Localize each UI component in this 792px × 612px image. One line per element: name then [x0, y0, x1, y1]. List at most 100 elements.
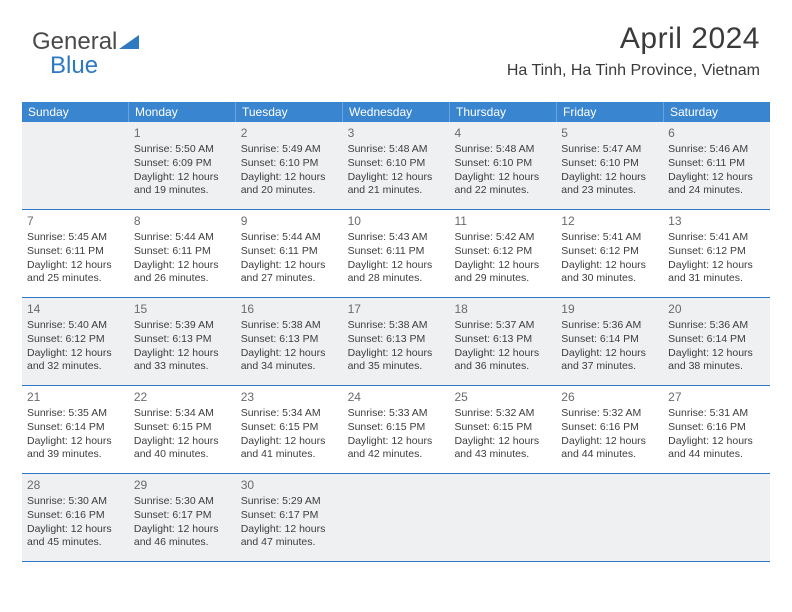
day-info-line: and 23 minutes. — [561, 184, 658, 198]
day-info-line: Sunset: 6:15 PM — [348, 421, 445, 435]
day-info-line: and 42 minutes. — [348, 448, 445, 462]
day-info-line: Sunrise: 5:43 AM — [348, 231, 445, 245]
day-cell: 21Sunrise: 5:35 AMSunset: 6:14 PMDayligh… — [22, 386, 129, 473]
day-info-line: Daylight: 12 hours — [454, 171, 551, 185]
day-info-line: Sunrise: 5:30 AM — [27, 495, 124, 509]
day-info-line: Sunset: 6:14 PM — [561, 333, 658, 347]
day-info-line: Daylight: 12 hours — [668, 171, 765, 185]
week-row: 7Sunrise: 5:45 AMSunset: 6:11 PMDaylight… — [22, 210, 770, 298]
day-info-line: and 34 minutes. — [241, 360, 338, 374]
day-info-line: Sunrise: 5:44 AM — [134, 231, 231, 245]
day-info-line: Daylight: 12 hours — [27, 523, 124, 537]
day-info-line: Daylight: 12 hours — [454, 259, 551, 273]
day-number: 8 — [134, 214, 231, 230]
day-info-line: and 31 minutes. — [668, 272, 765, 286]
day-info-line: and 36 minutes. — [454, 360, 551, 374]
day-info-line: Sunset: 6:12 PM — [668, 245, 765, 259]
day-info-line: Daylight: 12 hours — [241, 347, 338, 361]
day-info-line: Sunset: 6:10 PM — [561, 157, 658, 171]
day-info-line: Sunrise: 5:29 AM — [241, 495, 338, 509]
day-info-line: Sunset: 6:14 PM — [27, 421, 124, 435]
day-info-line: and 29 minutes. — [454, 272, 551, 286]
day-cell: 12Sunrise: 5:41 AMSunset: 6:12 PMDayligh… — [556, 210, 663, 297]
day-info-line: Sunset: 6:11 PM — [241, 245, 338, 259]
day-number: 23 — [241, 390, 338, 406]
day-info-line: and 47 minutes. — [241, 536, 338, 550]
day-number: 17 — [348, 302, 445, 318]
day-info-line: Sunrise: 5:38 AM — [241, 319, 338, 333]
day-info-line: Sunrise: 5:34 AM — [134, 407, 231, 421]
day-cell: 20Sunrise: 5:36 AMSunset: 6:14 PMDayligh… — [663, 298, 770, 385]
day-info-line: Daylight: 12 hours — [348, 171, 445, 185]
day-number: 14 — [27, 302, 124, 318]
day-number: 20 — [668, 302, 765, 318]
day-info-line: and 26 minutes. — [134, 272, 231, 286]
day-info-line: Daylight: 12 hours — [348, 435, 445, 449]
day-info-line: and 21 minutes. — [348, 184, 445, 198]
day-number: 29 — [134, 478, 231, 494]
day-info-line: and 33 minutes. — [134, 360, 231, 374]
day-number: 24 — [348, 390, 445, 406]
day-info-line: Sunrise: 5:38 AM — [348, 319, 445, 333]
day-cell: 30Sunrise: 5:29 AMSunset: 6:17 PMDayligh… — [236, 474, 343, 561]
header-right: April 2024 Ha Tinh, Ha Tinh Province, Vi… — [507, 22, 760, 80]
day-info-line: Daylight: 12 hours — [668, 259, 765, 273]
day-info-line: Daylight: 12 hours — [134, 347, 231, 361]
day-info-line: Sunset: 6:13 PM — [134, 333, 231, 347]
day-info-line: and 44 minutes. — [668, 448, 765, 462]
day-info-line: Sunrise: 5:36 AM — [561, 319, 658, 333]
dow-cell: Wednesday — [343, 102, 450, 122]
day-info-line: Sunrise: 5:50 AM — [134, 143, 231, 157]
day-info-line: Sunrise: 5:34 AM — [241, 407, 338, 421]
day-number: 22 — [134, 390, 231, 406]
day-info-line: Sunrise: 5:37 AM — [454, 319, 551, 333]
day-cell — [663, 474, 770, 561]
day-info-line: and 25 minutes. — [27, 272, 124, 286]
day-cell — [556, 474, 663, 561]
day-info-line: Daylight: 12 hours — [241, 259, 338, 273]
day-info-line: Sunset: 6:13 PM — [241, 333, 338, 347]
day-info-line: and 19 minutes. — [134, 184, 231, 198]
dow-cell: Thursday — [450, 102, 557, 122]
day-info-line: and 45 minutes. — [27, 536, 124, 550]
day-info-line: Sunset: 6:11 PM — [27, 245, 124, 259]
day-number: 15 — [134, 302, 231, 318]
day-cell: 9Sunrise: 5:44 AMSunset: 6:11 PMDaylight… — [236, 210, 343, 297]
day-cell: 16Sunrise: 5:38 AMSunset: 6:13 PMDayligh… — [236, 298, 343, 385]
day-info-line: and 28 minutes. — [348, 272, 445, 286]
dow-cell: Tuesday — [236, 102, 343, 122]
day-info-line: Daylight: 12 hours — [134, 259, 231, 273]
day-info-line: Sunset: 6:15 PM — [134, 421, 231, 435]
day-cell — [22, 122, 129, 209]
dow-cell: Friday — [557, 102, 664, 122]
day-number: 9 — [241, 214, 338, 230]
day-info-line: and 27 minutes. — [241, 272, 338, 286]
day-number: 30 — [241, 478, 338, 494]
day-cell: 1Sunrise: 5:50 AMSunset: 6:09 PMDaylight… — [129, 122, 236, 209]
day-cell: 6Sunrise: 5:46 AMSunset: 6:11 PMDaylight… — [663, 122, 770, 209]
day-info-line: and 30 minutes. — [561, 272, 658, 286]
day-info-line: Daylight: 12 hours — [134, 523, 231, 537]
day-info-line: Daylight: 12 hours — [561, 347, 658, 361]
day-info-line: Sunrise: 5:41 AM — [668, 231, 765, 245]
day-number: 28 — [27, 478, 124, 494]
day-info-line: Daylight: 12 hours — [668, 347, 765, 361]
day-info-line: and 41 minutes. — [241, 448, 338, 462]
day-cell: 8Sunrise: 5:44 AMSunset: 6:11 PMDaylight… — [129, 210, 236, 297]
day-info-line: and 46 minutes. — [134, 536, 231, 550]
day-info-line: Sunrise: 5:49 AM — [241, 143, 338, 157]
day-cell: 26Sunrise: 5:32 AMSunset: 6:16 PMDayligh… — [556, 386, 663, 473]
day-info-line: Daylight: 12 hours — [241, 435, 338, 449]
day-cell: 11Sunrise: 5:42 AMSunset: 6:12 PMDayligh… — [449, 210, 556, 297]
day-cell — [343, 474, 450, 561]
day-cell: 25Sunrise: 5:32 AMSunset: 6:15 PMDayligh… — [449, 386, 556, 473]
day-info-line: Sunset: 6:11 PM — [348, 245, 445, 259]
day-info-line: Sunset: 6:11 PM — [668, 157, 765, 171]
day-number: 11 — [454, 214, 551, 230]
calendar: SundayMondayTuesdayWednesdayThursdayFrid… — [22, 102, 770, 562]
logo-text-2-wrap: Blue — [50, 52, 98, 80]
day-number: 12 — [561, 214, 658, 230]
day-of-week-row: SundayMondayTuesdayWednesdayThursdayFrid… — [22, 102, 770, 122]
day-info-line: Sunrise: 5:32 AM — [454, 407, 551, 421]
dow-cell: Monday — [129, 102, 236, 122]
